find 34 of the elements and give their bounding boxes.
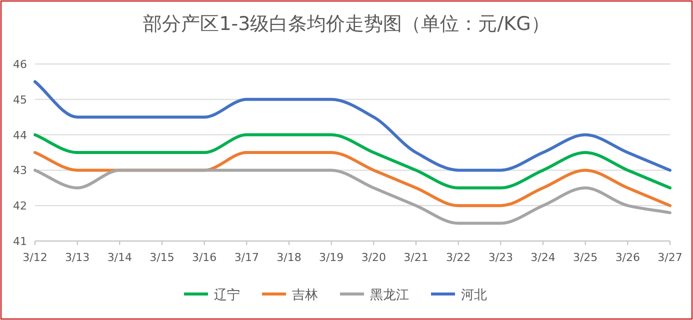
x-tick-label: 3/27 [658,251,682,264]
x-tick-label: 3/21 [404,251,428,264]
legend-label: 辽宁 [214,287,240,303]
legend-label: 黑龙江 [370,288,409,303]
x-tick-label: 3/25 [572,251,598,264]
x-tick-label: 3/22 [446,251,471,264]
y-tick-label: 43 [13,164,27,178]
x-tick-label: 3/12 [22,251,48,264]
x-tick-label: 3/14 [107,251,132,264]
legend-item: 吉林 [262,288,318,303]
chart-title: 部分产区1-3级白条均价走势图（单位：元/KG） [143,13,550,35]
x-tick-label: 3/20 [361,251,386,264]
line-series [34,168,672,225]
x-tick-label: 3/23 [488,251,514,264]
line-series [34,133,672,190]
y-tick-label: 46 [13,58,27,71]
legend-item: 河北 [431,288,487,303]
legend-item: 黑龙江 [340,288,409,303]
x-tick-label: 3/19 [318,251,344,264]
legend-item: 辽宁 [184,288,240,303]
x-tick-label: 3/15 [150,251,174,264]
x-tick-label: 3/18 [276,251,302,264]
y-tick-label: 44 [13,128,27,142]
line-series [34,80,672,172]
x-tick-label: 3/13 [64,251,90,264]
y-tick-label: 42 [13,200,27,213]
x-tick-label: 3/16 [192,251,217,264]
legend-label: 吉林 [292,288,318,303]
y-tick-label: 41 [13,235,27,248]
x-tick-label: 3/26 [615,251,640,264]
x-tick-label: 3/24 [530,251,556,264]
y-tick-label: 45 [13,93,27,106]
x-tick-label: 3/17 [234,251,260,264]
legend-label: 河北 [461,288,487,303]
